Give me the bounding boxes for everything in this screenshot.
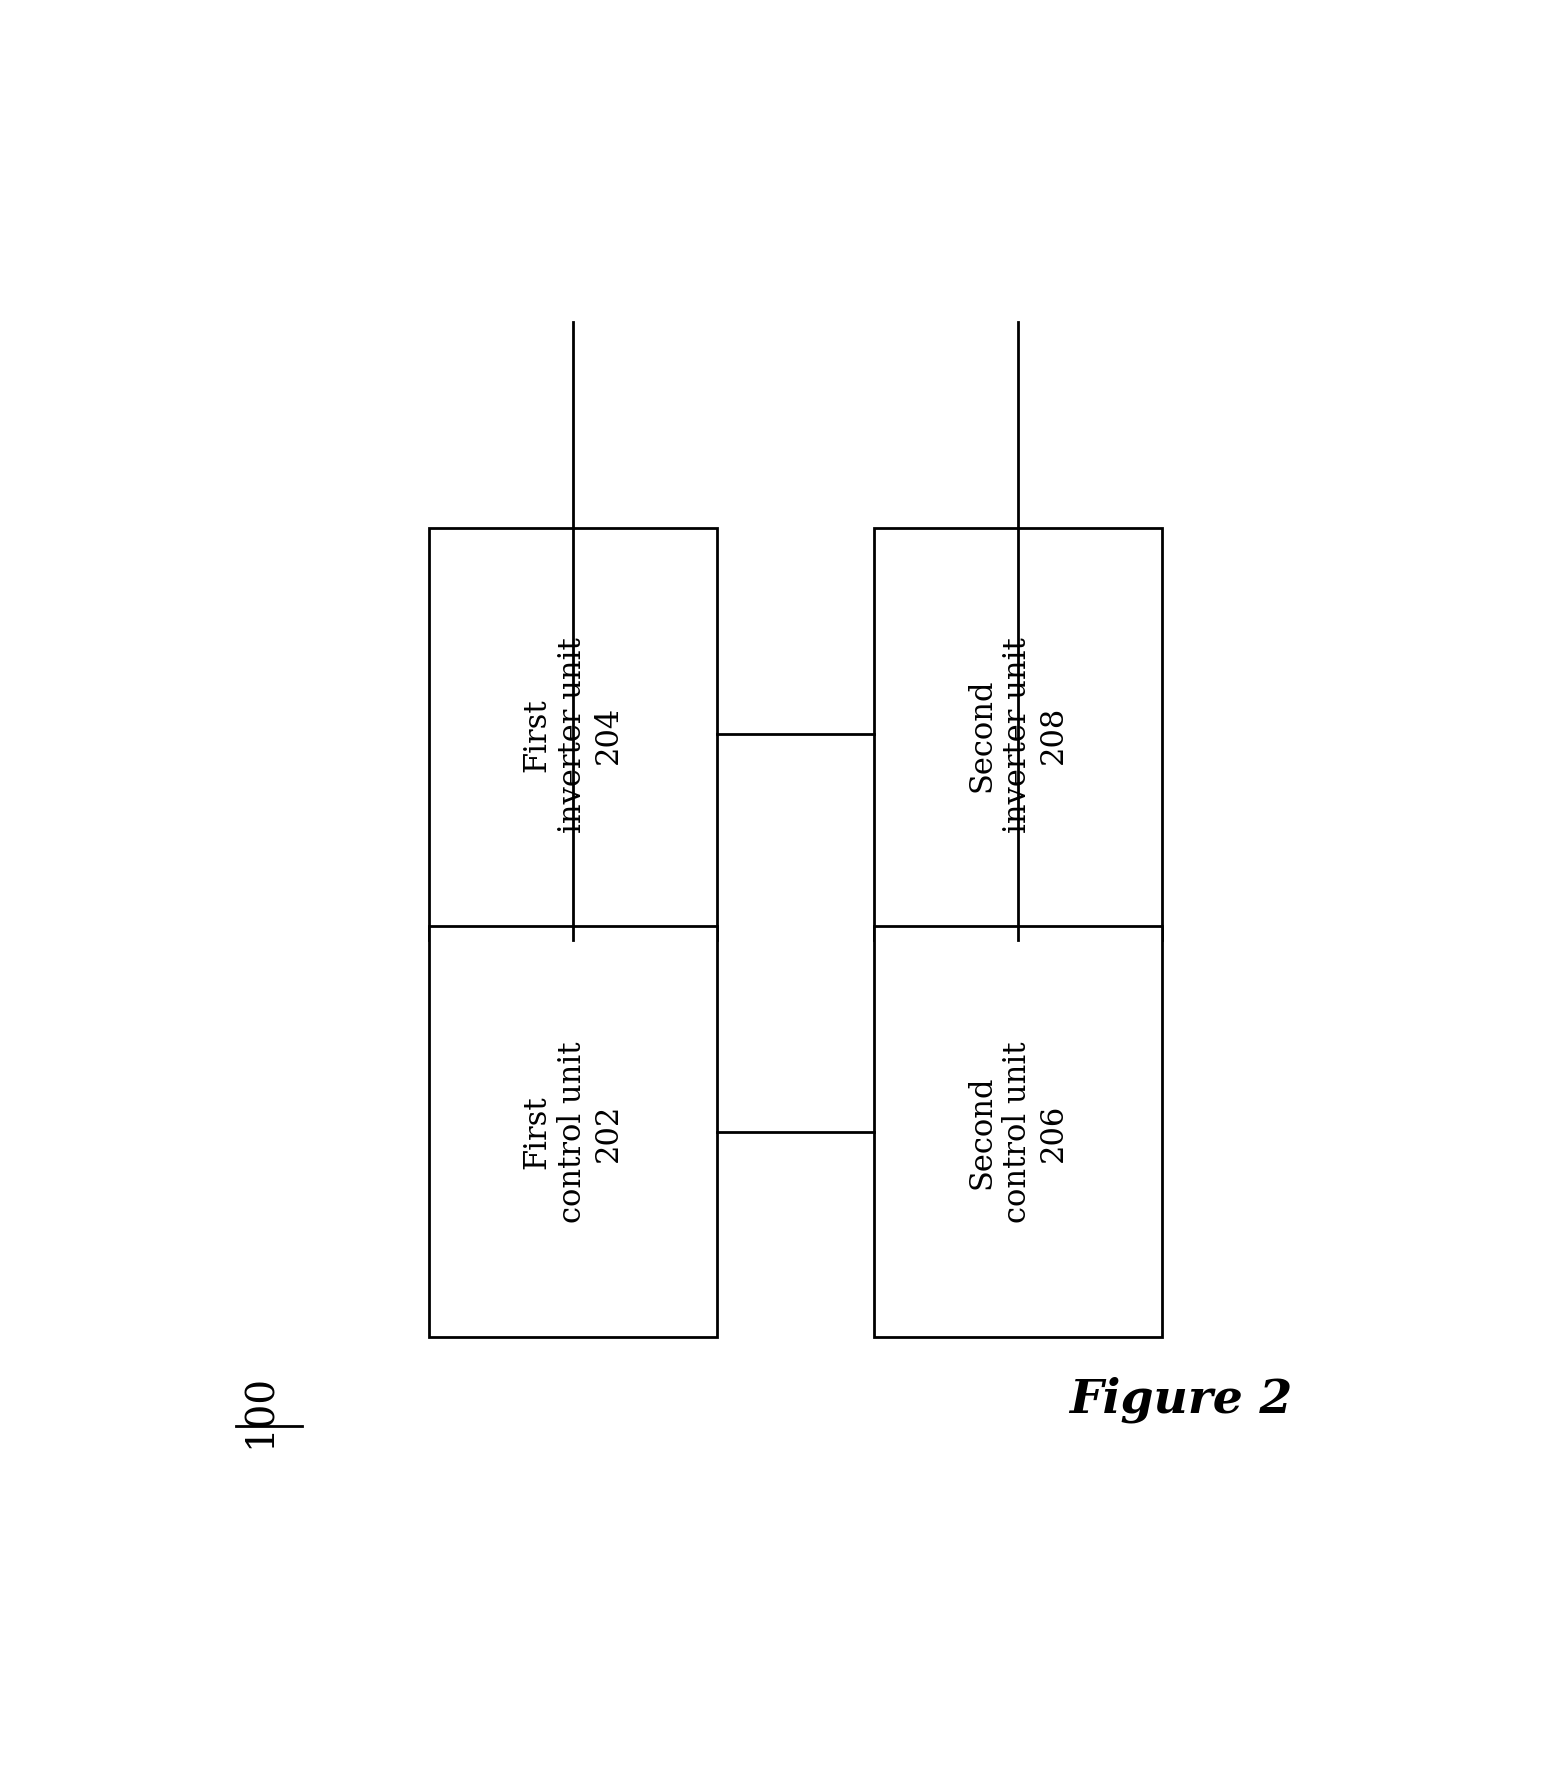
Text: Second
inverter unit
208: Second inverter unit 208: [967, 637, 1069, 833]
Text: 100: 100: [242, 1372, 279, 1447]
Bar: [874, 926, 1162, 1337]
Text: First
inverter unit
204: First inverter unit 204: [521, 637, 624, 833]
Text: First
control unit
202: First control unit 202: [521, 1041, 624, 1223]
Bar: [874, 529, 1162, 940]
Text: Second
control unit
206: Second control unit 206: [967, 1041, 1069, 1223]
Bar: [428, 529, 717, 940]
Text: Figure 2: Figure 2: [1069, 1376, 1291, 1422]
Bar: [428, 926, 717, 1337]
